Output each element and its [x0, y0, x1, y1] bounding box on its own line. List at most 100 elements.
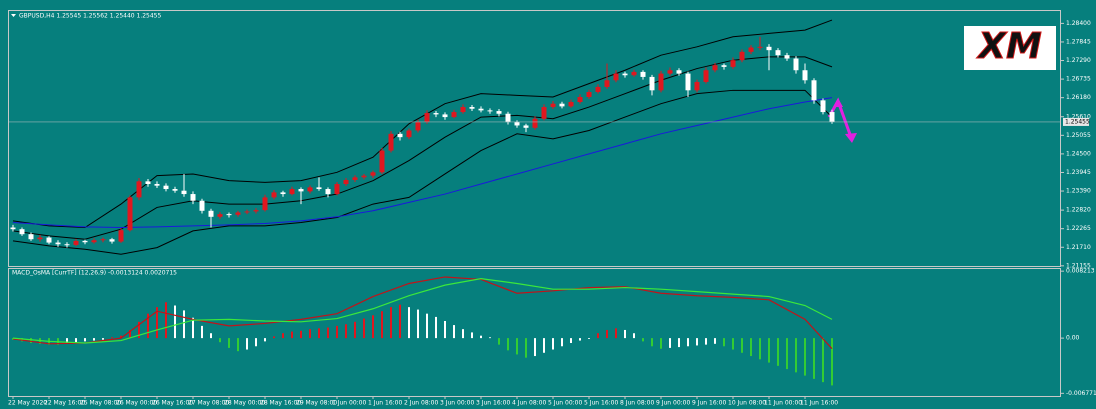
histogram-bar — [606, 329, 608, 339]
candle-body — [244, 211, 250, 213]
candle-body — [793, 58, 799, 71]
histogram-bar — [129, 329, 131, 339]
histogram-bar — [147, 313, 149, 339]
histogram-bar — [111, 337, 113, 339]
candle-body — [424, 113, 430, 123]
indicator-line — [12, 56, 833, 240]
candle-body — [397, 133, 403, 138]
histogram-bar — [525, 338, 527, 358]
candle-body — [217, 214, 223, 217]
candle-body — [712, 65, 718, 71]
histogram-bar — [660, 338, 662, 349]
histogram-bar — [417, 309, 419, 339]
indicator-line — [12, 89, 833, 255]
candle-body — [496, 111, 502, 114]
candle-body — [46, 237, 52, 243]
logo-text: XM — [976, 26, 1042, 67]
histogram-bar — [813, 338, 815, 379]
candle-body — [721, 65, 727, 67]
candle-body — [379, 150, 385, 173]
y-tick-label: 1.27845 — [1066, 38, 1091, 45]
candle-body — [91, 240, 97, 243]
y-tick-label: -0.006771 — [1066, 390, 1096, 397]
histogram-bar — [678, 338, 680, 348]
candle-body — [235, 212, 241, 215]
x-tick-label: 1 Jun 16:00 — [368, 400, 402, 407]
candle-body — [469, 107, 475, 109]
histogram-bar — [570, 338, 572, 344]
candle-body — [289, 189, 295, 195]
histogram-bar — [768, 338, 770, 363]
candle-body — [118, 230, 124, 242]
candle-body — [208, 210, 214, 217]
histogram-bar — [282, 333, 284, 339]
y-tick-label: 1.23945 — [1066, 169, 1091, 176]
histogram-bar — [210, 333, 212, 339]
histogram-bar — [462, 329, 464, 339]
histogram-bar — [642, 338, 644, 342]
candle-body — [343, 179, 349, 185]
candle-body — [532, 118, 538, 128]
candle-body — [262, 197, 268, 211]
x-tick-label: 11 Jun 16:00 — [800, 400, 838, 407]
histogram-bar — [201, 325, 203, 339]
candle-body — [226, 214, 232, 216]
histogram-bar — [651, 338, 653, 347]
candle-body — [361, 175, 367, 178]
candle-body — [658, 73, 664, 91]
candle-body — [667, 70, 673, 74]
x-tick-label: 27 May 08:00 — [188, 400, 229, 407]
collapse-icon[interactable] — [11, 14, 16, 17]
histogram-bar — [336, 325, 338, 339]
x-tick-label: 2 Jun 08:00 — [404, 400, 438, 407]
candle-body — [478, 108, 484, 111]
candle-body — [775, 50, 781, 56]
candle-body — [685, 73, 691, 91]
histogram-bar — [804, 338, 806, 376]
histogram-bar — [822, 338, 824, 383]
histogram-bar — [498, 338, 500, 345]
histogram-bar — [318, 328, 320, 339]
candle-body — [415, 122, 421, 131]
candle-body — [811, 80, 817, 101]
histogram-bar — [66, 338, 68, 344]
y-tick-label: 1.25610 — [1066, 113, 1091, 120]
histogram-bar — [192, 317, 194, 339]
candle-body — [829, 112, 835, 122]
candle-body — [172, 189, 178, 191]
candle-body — [298, 189, 304, 192]
histogram-bar — [390, 307, 392, 339]
histogram-bar — [543, 338, 545, 353]
last-price-box — [1063, 117, 1089, 126]
x-tick-label: 28 May 00:00 — [224, 400, 265, 407]
x-tick-label: 5 Jun 16:00 — [584, 400, 618, 407]
candle-body — [109, 239, 115, 242]
candle-body — [451, 112, 457, 118]
histogram-bar — [831, 338, 833, 386]
candle-body — [613, 73, 619, 81]
candle-body — [766, 46, 772, 51]
y-tick-label: 1.27290 — [1066, 57, 1091, 64]
histogram-bar — [444, 320, 446, 339]
histogram-bar — [561, 338, 563, 347]
macd-panel — [8, 268, 1061, 397]
candle-body — [505, 113, 511, 123]
x-tick-label: 9 Jun 00:00 — [656, 400, 690, 407]
candle-body — [676, 70, 682, 74]
candle-body — [163, 185, 169, 190]
candle-body — [523, 125, 529, 128]
histogram-bar — [363, 318, 365, 339]
histogram-bar — [273, 336, 275, 339]
candle-body — [694, 81, 700, 91]
candle-body — [271, 192, 277, 198]
candle-body — [55, 242, 61, 245]
histogram-bar — [183, 310, 185, 339]
x-tick-label: 5 Jun 00:00 — [548, 400, 582, 407]
arrow-head — [845, 133, 857, 143]
y-tick-label: 1.22265 — [1066, 225, 1091, 232]
histogram-bar — [120, 335, 122, 339]
histogram-bar — [759, 338, 761, 360]
histogram-bar — [93, 338, 95, 341]
